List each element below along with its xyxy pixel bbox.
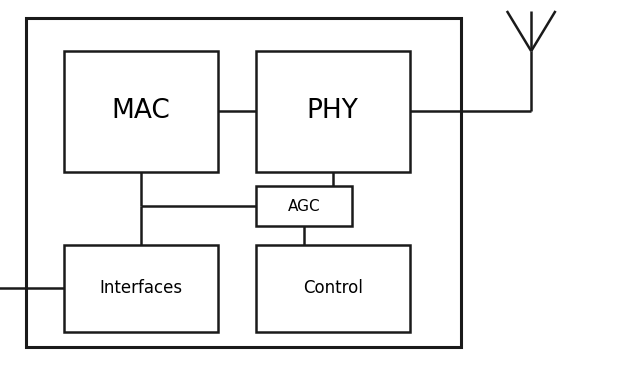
FancyBboxPatch shape [256, 186, 352, 226]
Text: MAC: MAC [111, 98, 170, 124]
FancyBboxPatch shape [26, 18, 461, 347]
FancyBboxPatch shape [256, 51, 410, 172]
FancyBboxPatch shape [64, 245, 218, 332]
FancyBboxPatch shape [256, 245, 410, 332]
Text: PHY: PHY [307, 98, 359, 124]
Text: AGC: AGC [288, 199, 320, 214]
Text: Interfaces: Interfaces [99, 279, 182, 297]
Text: Control: Control [303, 279, 363, 297]
FancyBboxPatch shape [64, 51, 218, 172]
